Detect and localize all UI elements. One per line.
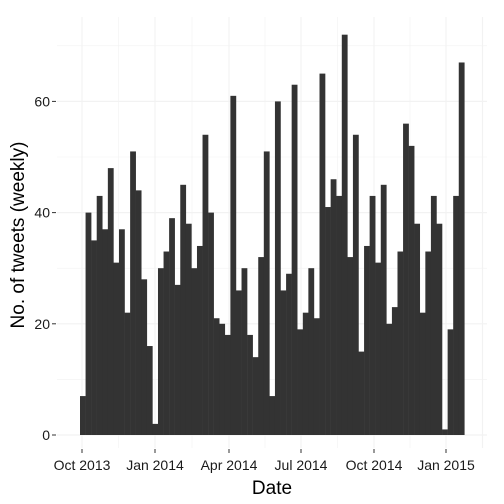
bar (235, 290, 242, 435)
x-tick-label: Jan 2014 (126, 457, 184, 473)
bar (414, 223, 421, 435)
bar (319, 73, 326, 435)
x-tick-label: Oct 2013 (54, 457, 111, 473)
bar (196, 245, 203, 435)
bar (419, 312, 426, 435)
bar (325, 207, 331, 435)
bar (185, 223, 192, 435)
bar (174, 284, 181, 435)
bar (302, 312, 309, 435)
bar (252, 357, 259, 435)
bar (352, 134, 359, 435)
bar (224, 334, 231, 435)
y-axis: 0 20 40 60 (34, 93, 56, 443)
bar (347, 257, 354, 435)
bar (85, 212, 92, 435)
x-tick-label: Apr 2014 (201, 457, 258, 473)
bar (391, 307, 398, 435)
bar (202, 134, 209, 435)
bar (213, 318, 220, 435)
bar (280, 290, 287, 435)
bar (241, 268, 248, 435)
y-axis-title: No. of tweets (weekly) (8, 142, 29, 329)
bar (124, 312, 131, 435)
bar (130, 151, 136, 435)
bars (80, 34, 465, 436)
bar (330, 179, 337, 435)
bar (157, 268, 164, 435)
bar (447, 329, 454, 435)
bar (386, 323, 393, 435)
bar (364, 245, 370, 435)
bar (297, 329, 304, 435)
bar (247, 334, 253, 435)
bar (180, 184, 187, 435)
bar (113, 262, 120, 435)
bar (107, 168, 114, 435)
bar (135, 190, 142, 435)
bar (336, 195, 343, 435)
bar (91, 240, 97, 435)
bar (269, 396, 276, 435)
bar (358, 351, 365, 435)
bar (191, 268, 198, 435)
bar (430, 195, 437, 435)
bar (230, 95, 237, 435)
x-axis-title: Date (252, 478, 292, 499)
bar (436, 223, 443, 435)
bar (375, 262, 382, 435)
x-axis: Oct 2013 Jan 2014 Apr 2014 Jul 2014 Oct 2014… (54, 449, 475, 473)
bar (208, 212, 214, 435)
y-tick-label: 0 (42, 427, 50, 443)
bar (263, 151, 270, 435)
bar (403, 123, 409, 435)
bar (96, 195, 103, 435)
y-tick-label: 40 (34, 205, 50, 221)
bar (102, 229, 109, 435)
bar (286, 273, 292, 435)
bar (380, 184, 387, 435)
x-tick-label: Jul 2014 (275, 457, 328, 473)
bar (219, 323, 226, 435)
y-tick-label: 20 (34, 316, 50, 332)
bar (118, 229, 125, 435)
bar (152, 423, 159, 435)
bar (308, 268, 315, 435)
y-tick-label: 60 (34, 93, 50, 109)
x-tick-label: Oct 2014 (346, 457, 403, 473)
bar (397, 251, 404, 435)
bar (369, 195, 376, 435)
bar (458, 62, 465, 435)
bar (425, 251, 432, 435)
bar (442, 429, 448, 435)
bar (163, 251, 170, 435)
bar (408, 145, 415, 435)
bar (453, 195, 460, 435)
bar (169, 218, 175, 435)
bar (274, 101, 281, 436)
bar (291, 84, 298, 435)
bar (146, 346, 153, 435)
bar (80, 396, 86, 435)
bar (313, 318, 320, 435)
bar (141, 279, 148, 435)
bar (341, 34, 348, 436)
bar (258, 257, 265, 435)
x-tick-label: Jan 2015 (417, 457, 475, 473)
